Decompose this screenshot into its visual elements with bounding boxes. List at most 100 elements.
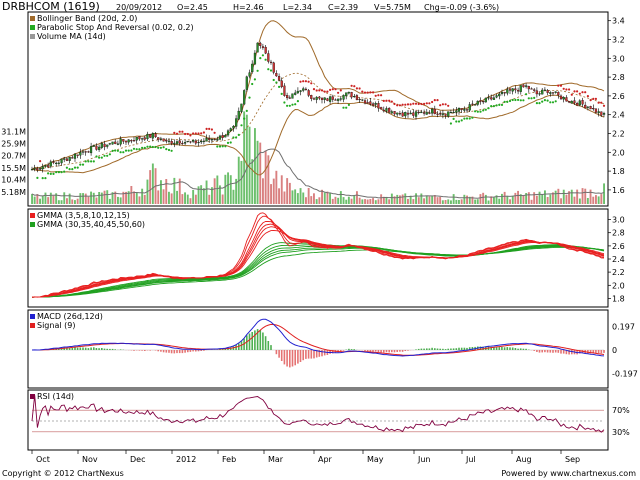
volume-bar [441,200,444,204]
candle-body [181,142,184,145]
macd-histogram-bar [178,350,181,354]
volume-bar [143,194,146,204]
volume-bar [401,194,404,204]
candle-body [138,136,141,140]
candle-body [401,112,404,117]
macd-histogram-bar [589,350,592,354]
macd-histogram-bar [138,350,141,351]
x-tick-label: 2012 [176,455,196,464]
macd-histogram-bar [63,347,65,350]
volume-bar [270,184,272,204]
high-label: H=2.46 [233,3,264,12]
volume-bar [407,198,409,204]
volume-bar [151,163,154,204]
candle-body [98,146,101,150]
legend-volma: Volume MA (14d) [37,32,106,41]
volume-bar [321,189,323,204]
macd-histogram-bar [552,350,554,353]
volume-bar [541,194,544,204]
candle-body [409,112,412,115]
candle-body [490,97,493,100]
candle-body [224,135,227,138]
candle-body [554,91,557,93]
macd-histogram-bar [565,350,568,355]
volume-bar [208,194,211,204]
macd-histogram-bar [181,350,184,354]
volume-bar [560,198,562,204]
candle-body [315,96,318,100]
psar-dot [256,69,259,72]
volume-bar [484,194,487,204]
macd-histogram-bar [399,350,401,352]
psar-dot [49,172,52,175]
gmma-short-line [31,223,605,298]
psar-dot [551,101,555,104]
psar-dot [388,99,391,102]
candle-body [173,142,176,145]
psar-dot [334,88,337,91]
macd-histogram-bar [133,350,135,351]
price-y-tick-label: 1.8 [612,167,625,176]
psar-dot [358,87,361,90]
candle-body [337,98,340,101]
macd-histogram-bar [479,346,482,350]
volume-y-tick-label: 5.18M [1,188,26,197]
volume-bar [479,194,482,204]
macd-histogram-bar [297,350,299,364]
psar-dot [267,68,270,71]
psar-dot [436,99,439,102]
rsi-legend: RSI (14d) [30,392,74,401]
volume-bar [509,199,511,204]
psar-dot [535,102,539,105]
candle-body [154,133,157,138]
candle-body [216,139,219,141]
psar-dot [406,103,410,106]
psar-dot [170,149,173,152]
volume-bar [71,199,74,204]
candle-body [492,97,496,100]
gmma-y-tick-label: 2.4 [612,255,625,264]
volume-bar [74,200,76,204]
psar-dot [385,99,388,102]
volume-bar [49,192,52,204]
volume-bar [138,196,141,204]
volume-bar [76,198,79,204]
candle-body [312,98,316,100]
psar-dot [84,160,87,163]
volume-bar [455,199,458,204]
psar-dot [329,88,332,91]
psar-dot [44,177,47,180]
macd-histogram-bar [76,347,79,350]
candle-body [194,140,197,144]
candle-body [557,91,560,96]
volume-bar [184,192,186,204]
candle-body [597,111,600,114]
volume-bar [595,195,597,204]
candle-body [71,157,74,159]
psar-dot [127,149,130,152]
psar-dot [138,148,141,151]
psar-dot [108,153,111,156]
volume-bar [487,200,490,204]
volume-bar [66,198,68,204]
psar-dot [449,122,452,125]
macd-histogram-bar [264,336,267,350]
legend-swatch-gmma-long [30,222,35,227]
volume-bar [527,192,530,204]
psar-dot [157,146,160,149]
psar-dot [377,94,380,97]
legend-swatch-macd [30,314,35,319]
psar-dot [146,145,149,148]
candle-body [476,100,479,105]
psar-dot [202,131,205,134]
candle-body [482,101,485,103]
volume-bar [506,195,509,204]
psar-dot [366,91,369,94]
psar-dot [525,93,528,96]
macd-histogram-bar [495,347,498,350]
macd-histogram-bar [162,350,165,353]
volume-bar [353,195,356,204]
candle-body [420,111,423,114]
candle-body [444,113,447,116]
volume-bar [189,198,192,204]
